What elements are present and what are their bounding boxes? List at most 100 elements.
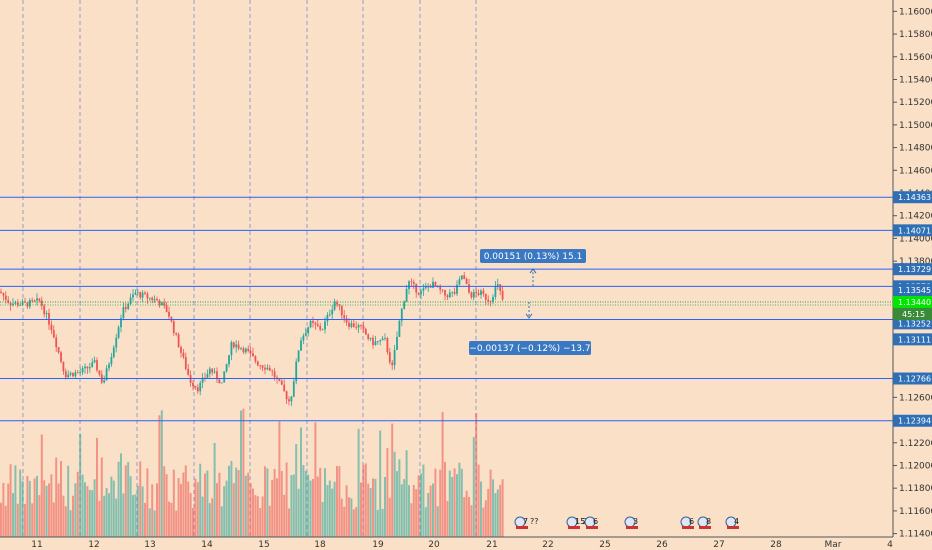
candle-body bbox=[225, 364, 228, 372]
candle-body bbox=[218, 379, 221, 384]
volume-bar bbox=[492, 479, 494, 537]
volume-bar bbox=[204, 473, 206, 537]
volume-bar bbox=[52, 502, 55, 537]
current-price-tag-bg bbox=[893, 295, 932, 308]
volume-bar bbox=[393, 451, 396, 537]
candle-body bbox=[422, 288, 425, 291]
volume-bar bbox=[400, 484, 403, 537]
candle-body bbox=[268, 367, 271, 371]
candle-body bbox=[468, 284, 470, 293]
candle-body bbox=[463, 275, 466, 279]
candle-body bbox=[331, 309, 334, 315]
level-label-6-bg bbox=[893, 414, 932, 427]
volume-bar bbox=[261, 496, 264, 537]
volume-bar bbox=[196, 482, 199, 537]
volume-bar bbox=[451, 476, 454, 537]
time-tick-label: 28 bbox=[770, 540, 782, 550]
volume-bar bbox=[235, 467, 238, 537]
candle-body bbox=[115, 337, 118, 348]
volume-bar bbox=[405, 450, 408, 537]
volume-bar bbox=[364, 463, 367, 537]
volume-bar bbox=[57, 483, 60, 537]
candle-body bbox=[321, 329, 324, 331]
volume-bar bbox=[132, 495, 134, 537]
economic-event-0[interactable]: 7?? bbox=[514, 516, 539, 529]
volume-bar bbox=[194, 478, 197, 537]
candle-body bbox=[12, 303, 14, 306]
candle-body bbox=[369, 337, 372, 339]
economic-event-6[interactable]: 4 bbox=[725, 516, 739, 529]
candle-body bbox=[144, 292, 146, 294]
candle-body bbox=[38, 298, 41, 301]
price-tick-label: 1.12200 bbox=[899, 439, 932, 449]
time-axis[interactable]: 11 12 13 14 15 18 19 20 21 22 25 26 27 28 Mar 4 bbox=[0, 536, 932, 550]
event-flag-stripe bbox=[682, 526, 694, 529]
price-axis[interactable]: 1.16000 1.15800 1.15600 1.15400 1.15200 1.150… bbox=[892, 0, 932, 540]
volume-bar bbox=[146, 468, 149, 537]
candle-body bbox=[252, 353, 254, 357]
volume-bar bbox=[266, 468, 269, 537]
volume-bar bbox=[388, 497, 391, 537]
time-tick-label: Mar bbox=[825, 540, 842, 550]
candle-body bbox=[316, 324, 319, 327]
price-tick-label: 1.11800 bbox=[899, 484, 932, 494]
candle-body bbox=[194, 386, 197, 388]
volume-bar bbox=[151, 484, 154, 537]
candle-body bbox=[146, 293, 149, 299]
candle-body bbox=[477, 293, 480, 295]
candle-body bbox=[96, 360, 98, 371]
volume-bar bbox=[316, 476, 319, 537]
measure-tools[interactable]: 0.00151 (0.13%) 15.1 −0.00137 (−0.12%) −1… bbox=[469, 249, 591, 355]
volume-bar bbox=[7, 483, 10, 537]
volume-bar bbox=[33, 478, 36, 537]
horizontal-levels[interactable] bbox=[0, 196, 893, 422]
volume-bar bbox=[367, 483, 370, 537]
candle-body bbox=[170, 316, 173, 322]
economic-event-2[interactable]: 6 bbox=[584, 516, 598, 529]
volume-bar bbox=[360, 482, 362, 537]
volume-bar bbox=[319, 467, 322, 537]
event-count: 3 bbox=[633, 517, 638, 526]
candle-body bbox=[124, 307, 127, 310]
volume-bar bbox=[4, 505, 7, 537]
volume-bar bbox=[290, 475, 293, 537]
candles bbox=[0, 272, 504, 407]
candle-body bbox=[388, 352, 391, 363]
volume-bar bbox=[376, 509, 379, 537]
volume-bar bbox=[427, 493, 430, 537]
volume-bar bbox=[223, 486, 226, 537]
volume-bar bbox=[88, 489, 91, 537]
candle-body bbox=[220, 382, 223, 384]
volume-bar bbox=[120, 453, 122, 537]
volume-bar bbox=[182, 472, 185, 537]
volume-bar bbox=[72, 495, 74, 537]
economic-event-3[interactable]: 3 bbox=[624, 516, 638, 529]
volume-bar bbox=[158, 415, 161, 537]
economic-event-5[interactable]: 8 bbox=[697, 516, 711, 529]
time-tick-label: 12 bbox=[88, 540, 99, 550]
candle-body bbox=[398, 320, 401, 337]
candle-body bbox=[192, 382, 194, 387]
candle-body bbox=[45, 313, 48, 315]
economic-events[interactable]: 7??152263684 bbox=[514, 516, 739, 529]
price-tick-label: 1.16000 bbox=[899, 7, 932, 17]
measure-down-box bbox=[469, 341, 591, 355]
volume-bar bbox=[496, 489, 499, 537]
volume-bar bbox=[288, 508, 290, 537]
candle-body bbox=[357, 325, 360, 328]
volume-bar bbox=[93, 479, 96, 537]
volume-bar bbox=[432, 483, 434, 537]
volume-bar bbox=[36, 475, 38, 537]
volume-bar bbox=[199, 463, 202, 537]
volume-bar bbox=[156, 483, 158, 537]
volume-bar bbox=[105, 487, 108, 537]
volume-bar bbox=[28, 480, 31, 537]
candle-body bbox=[470, 292, 473, 298]
economic-event-4[interactable]: 6 bbox=[680, 516, 694, 529]
candle-body bbox=[33, 300, 36, 302]
candle-body bbox=[91, 362, 94, 368]
candle-body bbox=[424, 286, 427, 289]
candle-body bbox=[482, 290, 485, 294]
